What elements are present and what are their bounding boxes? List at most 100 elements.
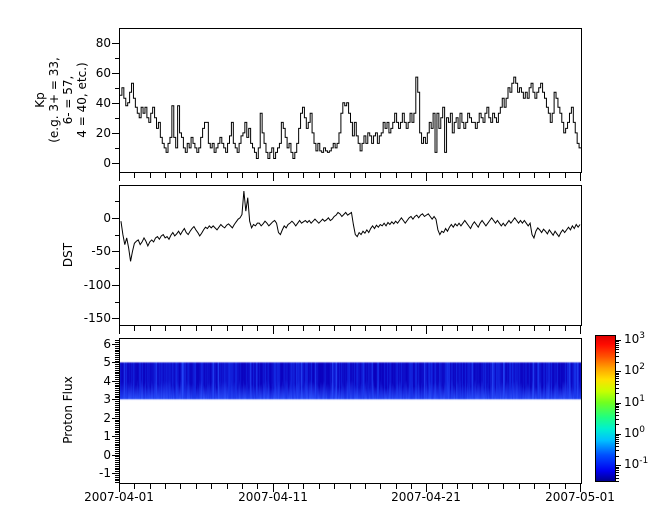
x-minor-tick xyxy=(257,173,258,178)
x-major-tick xyxy=(119,173,120,181)
x-minor-tick xyxy=(303,484,304,489)
x-minor-tick xyxy=(549,484,550,489)
x-minor-tick xyxy=(457,173,458,178)
x-major-tick xyxy=(119,484,120,492)
colorbar-minor-tick xyxy=(616,404,619,405)
x-minor-tick xyxy=(134,173,135,178)
x-minor-tick xyxy=(488,173,489,178)
colorbar-major-tick xyxy=(616,340,621,341)
colorbar-minor-tick xyxy=(616,393,619,394)
x-minor-tick xyxy=(488,326,489,331)
colorbar-minor-tick xyxy=(616,478,619,479)
colorbar-minor-tick xyxy=(616,441,619,442)
x-minor-tick xyxy=(457,326,458,331)
colorbar-major-tick xyxy=(616,434,621,435)
colorbar-gradient xyxy=(596,336,615,481)
colorbar-minor-tick xyxy=(616,467,619,468)
x-minor-tick xyxy=(180,173,181,178)
x-minor-tick xyxy=(549,326,550,331)
y-tick-label: 0 xyxy=(103,448,111,462)
x-minor-tick xyxy=(503,484,504,489)
dst-axis-label: DST xyxy=(61,242,75,268)
colorbar-minor-tick xyxy=(616,475,619,476)
colorbar-minor-tick xyxy=(616,341,619,342)
x-minor-tick xyxy=(257,326,258,331)
x-minor-tick xyxy=(134,326,135,331)
x-minor-tick xyxy=(380,484,381,489)
x-minor-tick xyxy=(350,484,351,489)
x-minor-tick xyxy=(288,326,289,331)
x-minor-tick xyxy=(180,484,181,489)
x-minor-tick xyxy=(303,173,304,178)
x-major-tick xyxy=(580,326,581,334)
colorbar-minor-tick xyxy=(616,439,619,440)
y-major-tick xyxy=(112,318,119,319)
y-tick-label: 0 xyxy=(103,211,111,225)
y-major-tick xyxy=(112,436,119,437)
y-tick-label: -100 xyxy=(83,278,111,292)
colorbar-minor-tick xyxy=(616,374,619,375)
x-minor-tick xyxy=(227,326,228,331)
x-minor-tick xyxy=(534,484,535,489)
proton-flux-panel xyxy=(119,338,582,484)
x-major-tick xyxy=(119,326,120,334)
x-minor-tick xyxy=(472,484,473,489)
dst-line-series xyxy=(120,190,581,262)
x-minor-tick xyxy=(150,326,151,331)
x-minor-tick xyxy=(334,326,335,331)
y-major-tick xyxy=(112,73,119,74)
x-minor-tick xyxy=(288,173,289,178)
x-minor-tick xyxy=(180,326,181,331)
colorbar-major-tick xyxy=(616,403,621,404)
x-minor-tick xyxy=(365,484,366,489)
x-major-tick xyxy=(273,326,274,334)
x-minor-tick xyxy=(196,326,197,331)
x-minor-tick xyxy=(150,484,151,489)
x-date-label: 2007-04-01 xyxy=(84,490,154,504)
x-date-label: 2007-04-11 xyxy=(238,490,308,504)
x-minor-tick xyxy=(319,173,320,178)
x-minor-tick xyxy=(350,173,351,178)
colorbar-minor-tick xyxy=(616,376,619,377)
colorbar-minor-tick xyxy=(616,437,619,438)
colorbar-minor-tick xyxy=(616,373,619,374)
colorbar-major-tick xyxy=(616,465,621,466)
x-minor-tick xyxy=(365,326,366,331)
colorbar-minor-tick xyxy=(616,450,619,451)
colorbar-minor-tick xyxy=(616,349,619,350)
x-minor-tick xyxy=(211,484,212,489)
y-tick-label: 5 xyxy=(103,355,111,369)
colorbar-minor-tick xyxy=(616,409,619,410)
colorbar-minor-tick xyxy=(616,470,619,471)
colorbar-major-tick xyxy=(616,371,621,372)
x-major-tick xyxy=(273,484,274,492)
colorbar-minor-tick xyxy=(616,362,619,363)
kp-panel xyxy=(119,28,582,173)
x-minor-tick xyxy=(227,173,228,178)
y-major-tick xyxy=(112,103,119,104)
x-minor-tick xyxy=(472,326,473,331)
x-major-tick xyxy=(426,326,427,334)
colorbar-minor-tick xyxy=(616,424,619,425)
x-minor-tick xyxy=(488,484,489,489)
x-minor-tick xyxy=(503,173,504,178)
colorbar-minor-tick xyxy=(616,435,619,436)
y-major-tick xyxy=(112,362,119,363)
colorbar-minor-tick xyxy=(616,406,619,407)
colorbar-minor-tick xyxy=(616,352,619,353)
x-minor-tick xyxy=(549,173,550,178)
x-minor-tick xyxy=(380,173,381,178)
y-tick-label: 80 xyxy=(95,36,111,50)
colorbar-minor-tick xyxy=(616,345,619,346)
y-tick-label: 0 xyxy=(103,156,111,170)
x-minor-tick xyxy=(196,484,197,489)
y-major-tick xyxy=(112,399,119,400)
x-major-tick xyxy=(426,484,427,492)
x-minor-tick xyxy=(365,173,366,178)
colorbar-minor-tick xyxy=(616,407,619,408)
proton-flux-axis-label: Proton Flux xyxy=(61,376,75,444)
x-minor-tick xyxy=(396,326,397,331)
colorbar-minor-tick xyxy=(616,481,619,482)
y-tick-label: -50 xyxy=(91,244,111,258)
